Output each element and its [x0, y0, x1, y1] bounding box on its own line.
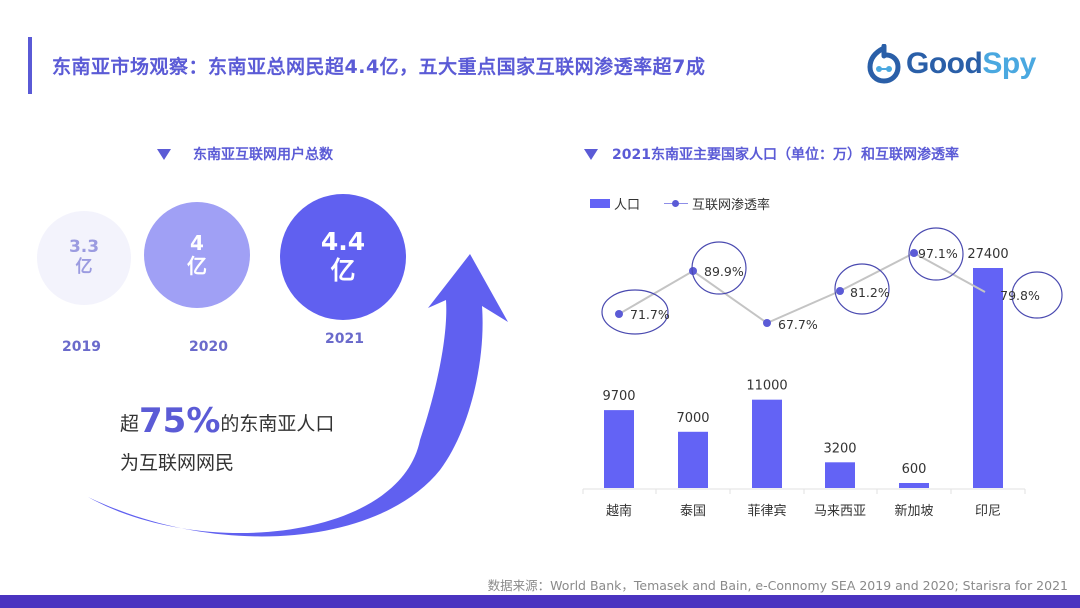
penetration-label: 81.2% — [850, 285, 890, 300]
bar-value-label: 600 — [902, 462, 927, 477]
population-bar — [678, 431, 708, 488]
x-axis: 越南 泰国 菲律宾 马来西亚 新加坡 印尼 — [582, 488, 1026, 519]
users-circle-2021: 4.4 亿 — [280, 194, 406, 320]
year-label-2019: 2019 — [62, 339, 101, 355]
legend-bar-swatch-icon — [590, 199, 610, 208]
right-heading-text: 2021东南亚主要国家人口（单位：万）和互联网渗透率 — [612, 147, 959, 163]
category-label: 越南 — [606, 503, 632, 519]
highlight-ellipse — [601, 289, 669, 335]
title-accent-bar — [28, 37, 32, 94]
users-circle-2019: 3.3 亿 — [37, 211, 131, 305]
triangle-down-icon — [584, 148, 598, 160]
chart-legend: 人口 互联网渗透率 — [590, 194, 770, 213]
year-label-2021: 2021 — [325, 331, 364, 347]
logo-text-good: Good — [906, 47, 983, 80]
users-value-2021: 4.4 — [320, 227, 366, 257]
penetration-label: 89.9% — [704, 264, 744, 279]
bar-value-label: 3200 — [823, 441, 856, 456]
category-label: 新加坡 — [894, 503, 933, 519]
bar-value-label: 11000 — [746, 379, 787, 394]
stat-line2: 为互联网网民 — [120, 452, 235, 475]
triangle-down-icon — [157, 148, 171, 160]
right-section-heading: 2021东南亚主要国家人口（单位：万）和互联网渗透率 — [584, 144, 959, 164]
legend-bar-label: 人口 — [614, 198, 641, 213]
goodspy-logo-icon — [867, 44, 901, 84]
users-value-2020: 4 — [190, 231, 204, 255]
penetration-line: 71.7% 89.9% 67.7% 81.2% 97.1% 79.8% — [601, 227, 1063, 335]
legend-line-label: 互联网渗透率 — [692, 198, 771, 213]
population-bar — [604, 410, 634, 488]
category-label: 印尼 — [975, 504, 1001, 519]
users-value-2019: 3.3 — [68, 237, 100, 258]
highlight-ellipse — [691, 241, 747, 295]
penetration-label: 97.1% — [918, 246, 958, 261]
penetration-label: 79.8% — [1000, 288, 1040, 303]
bar-value-label: 7000 — [676, 411, 709, 426]
data-source-note: 数据来源：World Bank，Temasek and Bain, e-Conn… — [487, 578, 1068, 593]
population-bar — [825, 462, 855, 488]
users-unit-2021: 亿 — [330, 256, 356, 285]
population-bars: 9700 7000 11000 3200 600 27400 — [602, 247, 1009, 488]
bar-value-label: 27400 — [967, 247, 1008, 262]
penetration-point — [615, 310, 623, 318]
year-label-2020: 2020 — [189, 339, 228, 355]
penetration-label: 67.7% — [778, 317, 818, 332]
penetration-point — [910, 249, 918, 257]
population-bar — [899, 483, 929, 488]
goodspy-logo: GoodSpy — [866, 44, 1036, 84]
users-unit-2020: 亿 — [187, 254, 207, 278]
bar-value-label: 9700 — [602, 389, 635, 404]
category-label: 菲律宾 — [747, 503, 786, 519]
stat-highlight: 75% — [139, 401, 221, 441]
users-unit-2019: 亿 — [75, 257, 93, 277]
stat-suffix: 的东南亚人口 — [220, 413, 335, 435]
population-bar — [752, 399, 782, 488]
left-heading-text: 东南亚互联网用户总数 — [193, 147, 333, 163]
users-circle-2020: 4 亿 — [144, 202, 250, 308]
category-label: 马来西亚 — [814, 504, 866, 519]
penetration-point — [763, 319, 771, 327]
highlight-ellipse — [1011, 271, 1063, 319]
highlight-ellipse — [834, 263, 890, 315]
population-bar — [973, 268, 1003, 488]
stat-prefix: 超 — [120, 413, 140, 435]
penetration-point — [836, 287, 844, 295]
highlight-ellipse — [908, 227, 964, 281]
penetration-stat: 超75%的东南亚人口 为互联网网民 — [120, 394, 334, 479]
category-label: 泰国 — [680, 504, 706, 519]
legend-line-swatch-icon — [664, 199, 689, 208]
penetration-label: 71.7% — [630, 307, 670, 322]
footer-bar — [0, 595, 1080, 608]
logo-text-spy: Spy — [982, 47, 1036, 80]
penetration-point — [689, 267, 697, 275]
page-title: 东南亚市场观察：东南亚总网民超4.4亿，五大重点国家互联网渗透率超7成 — [52, 56, 706, 78]
left-section-heading: 东南亚互联网用户总数 — [157, 144, 333, 164]
